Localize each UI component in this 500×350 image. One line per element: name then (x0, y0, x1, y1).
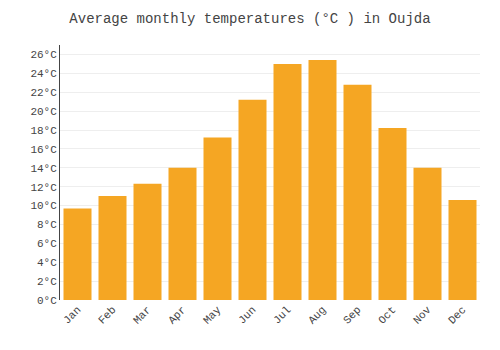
svg-text:Average monthly temperatures (: Average monthly temperatures (°C ) in Ou… (69, 11, 430, 27)
svg-text:18°C: 18°C (30, 125, 57, 137)
svg-text:10°C: 10°C (30, 200, 57, 212)
svg-text:Feb: Feb (96, 304, 118, 326)
svg-text:2°C: 2°C (37, 276, 57, 288)
svg-text:4°C: 4°C (37, 257, 57, 269)
svg-text:24°C: 24°C (30, 68, 57, 80)
svg-text:Aug: Aug (306, 304, 328, 326)
svg-text:Sep: Sep (341, 304, 363, 326)
svg-text:Jan: Jan (61, 304, 83, 326)
svg-text:Oct: Oct (376, 304, 398, 326)
svg-text:8°C: 8°C (37, 219, 57, 231)
svg-text:26°C: 26°C (30, 49, 57, 61)
svg-text:Jun: Jun (236, 304, 258, 326)
svg-text:Mar: Mar (131, 304, 153, 326)
svg-text:16°C: 16°C (30, 144, 57, 156)
svg-text:Apr: Apr (166, 304, 188, 326)
svg-text:0°C: 0°C (37, 295, 57, 307)
svg-text:Jul: Jul (271, 304, 293, 326)
svg-text:22°C: 22°C (30, 87, 57, 99)
svg-text:6°C: 6°C (37, 238, 57, 250)
svg-text:14°C: 14°C (30, 163, 57, 175)
svg-text:Dec: Dec (446, 304, 468, 326)
svg-text:Nov: Nov (411, 304, 434, 327)
svg-text:May: May (201, 304, 224, 327)
svg-text:12°C: 12°C (30, 182, 57, 194)
svg-text:20°C: 20°C (30, 106, 57, 118)
